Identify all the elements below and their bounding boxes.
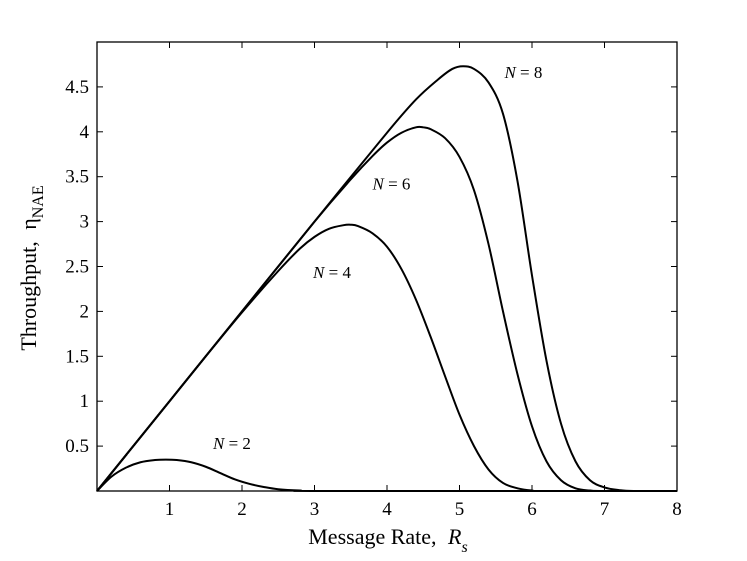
- x-tick-label: 7: [600, 499, 610, 520]
- axis-ticks: 1 2 3 4 5 6 7 8 0.5 1 1.5 2 2.5 3 3.5 4 4.5: [65, 42, 682, 520]
- x-tick-label: 8: [672, 499, 682, 520]
- x-tick-label: 5: [455, 499, 465, 520]
- curve-label-n-4: N = 4: [312, 263, 351, 282]
- y-tick-label: 2: [80, 301, 90, 322]
- x-tick-label: 6: [527, 499, 537, 520]
- x-tick-label: 1: [165, 499, 175, 520]
- x-axis-title-var: R: [447, 524, 462, 549]
- y-axis-title: Throughput, ηNAE: [16, 185, 47, 350]
- y-axis-title-sub: NAE: [30, 185, 47, 218]
- x-axis-title: Message Rate, Rs: [308, 524, 467, 556]
- y-tick-label: 4.5: [65, 77, 89, 98]
- curves-layer: [96, 65, 678, 493]
- plot-frame: [96, 41, 678, 492]
- curve-labels-layer: N = 2N = 4N = 6N = 8: [212, 63, 542, 453]
- y-tick-label: 0.5: [65, 436, 89, 457]
- y-tick-label: 1: [80, 391, 90, 412]
- x-tick-label: 3: [310, 499, 320, 520]
- x-tick-label: 2: [237, 499, 247, 520]
- x-axis-title-text: Message Rate,: [308, 524, 436, 549]
- curve-n-8: [96, 65, 678, 493]
- curve-label-value: = 2: [224, 434, 251, 453]
- y-tick-label: 4: [80, 122, 90, 143]
- y-tick-label: 3: [80, 212, 90, 233]
- curve-label-value: = 4: [324, 263, 351, 282]
- curve-label-var: N: [503, 63, 517, 82]
- y-tick-label: 3.5: [65, 167, 89, 188]
- curve-label-n-6: N = 6: [372, 174, 411, 193]
- curve-label-n-8: N = 8: [503, 63, 542, 82]
- curve-n-2: [96, 458, 678, 493]
- y-tick-label: 2.5: [65, 257, 89, 278]
- y-axis-title-text: Throughput,: [16, 241, 41, 350]
- curve-label-value: = 6: [384, 174, 411, 193]
- curve-n-4: [96, 223, 678, 493]
- curve-label-var: N: [212, 434, 226, 453]
- curve-label-value: = 8: [516, 63, 543, 82]
- curve-label-var: N: [312, 263, 326, 282]
- x-tick-label: 4: [382, 499, 392, 520]
- curve-label-n-2: N = 2: [212, 434, 251, 453]
- y-axis-title-var: η: [16, 218, 41, 230]
- y-tick-label: 1.5: [65, 346, 89, 367]
- x-axis-title-sub: s: [462, 539, 468, 556]
- curve-label-var: N: [372, 174, 386, 193]
